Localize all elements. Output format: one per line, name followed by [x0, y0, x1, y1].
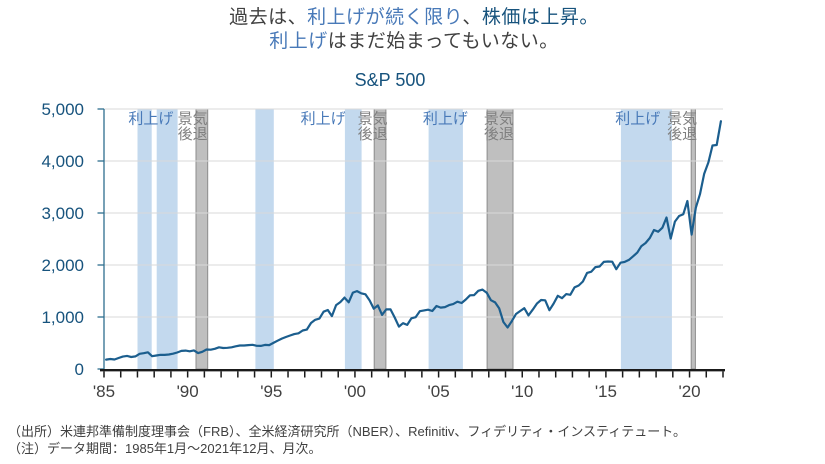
- title-segment: 、: [462, 7, 482, 28]
- title-segment: 利上げが続く限り: [307, 7, 463, 28]
- rate-hike-label: 利上げ: [615, 111, 660, 128]
- period-note: （注）データ期間：1985年1月～2021年12月、月次。: [8, 440, 322, 456]
- x-tick-label: '20: [678, 382, 700, 401]
- recession-band: [195, 108, 209, 370]
- rate-hike-label: 利上げ: [301, 111, 346, 128]
- x-tick-label: '10: [511, 382, 533, 401]
- recession-band: [373, 108, 387, 370]
- recession-band: [690, 108, 696, 370]
- page-title: 過去は、利上げが続く限り、株価は上昇。 利上げはまだ始まってもいない。: [0, 6, 825, 54]
- chart-title: S&P 500: [354, 70, 426, 90]
- recession-label: 景気後退: [667, 111, 697, 144]
- recession-label: 景気後退: [178, 111, 208, 144]
- y-tick-label: 0: [75, 360, 84, 379]
- y-tick-label: 5,000: [41, 100, 84, 119]
- x-tick-label: '00: [344, 382, 366, 401]
- y-axis: 0 1,000 2,000 3,000 4,000 5,000: [41, 100, 105, 379]
- title-segment: 株価は上昇。: [481, 7, 599, 28]
- title-segment: 過去は、: [229, 7, 308, 28]
- recession-label: 景気後退: [358, 111, 388, 144]
- recession-band: [486, 108, 514, 370]
- y-tick-label: 2,000: [41, 256, 84, 275]
- rate-hike-label: 利上げ: [423, 111, 468, 128]
- bands: [137, 108, 696, 370]
- page-title-line-2: 利上げはまだ始まってもいない。: [0, 30, 825, 54]
- rate-hike-band: [620, 109, 672, 369]
- rate-hike-band: [137, 109, 152, 369]
- x-tick-label: '85: [93, 382, 115, 401]
- rate-hike-band: [428, 109, 463, 369]
- rate-hike-band: [156, 109, 178, 369]
- rate-hike-band: [344, 109, 362, 369]
- title-segment: はまだ始まってもいない。: [327, 31, 559, 52]
- x-tick-label: '05: [428, 382, 450, 401]
- rate-hike-band: [255, 109, 274, 369]
- footnotes: （出所）米連邦準備制度理事会（FRB）、全米経済研究所（NBER）、Refini…: [8, 424, 686, 457]
- y-tick-label: 4,000: [41, 152, 84, 171]
- x-tick-label: '90: [177, 382, 199, 401]
- sp500-series-line: [104, 120, 723, 361]
- x-axis: '85 '90 '95 '00 '05 '10 '15 '20: [93, 369, 725, 401]
- recession-label: 景気後退: [484, 111, 514, 144]
- rate-hike-label: 利上げ: [128, 111, 173, 128]
- source-note: （出所）米連邦準備制度理事会（FRB）、全米経済研究所（NBER）、Refini…: [8, 424, 687, 439]
- y-tick-label: 3,000: [41, 204, 84, 223]
- y-tick-label: 1,000: [41, 308, 84, 327]
- x-tick-label: '15: [595, 382, 617, 401]
- x-tick-label: '95: [260, 382, 282, 401]
- page-title-line-1: 過去は、利上げが続く限り、株価は上昇。: [0, 6, 825, 30]
- title-segment: 利上げ: [269, 31, 328, 52]
